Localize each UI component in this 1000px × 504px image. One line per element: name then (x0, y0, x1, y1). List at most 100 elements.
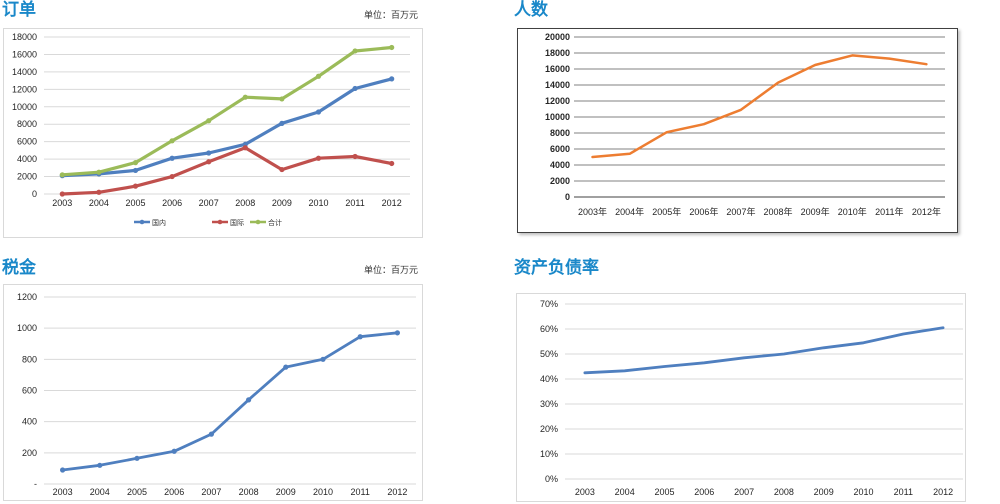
staff-series-1 (591, 54, 928, 159)
orders-data-point (389, 76, 395, 82)
orders-legend: 国内 国际 合计 (134, 218, 282, 227)
tax-data-point (208, 431, 214, 437)
orders-data-point (169, 155, 175, 161)
orders-legend-item: 合计 (250, 218, 282, 227)
orders-legend-marker (217, 219, 223, 225)
debt-ratio-chart-title: 资产负债率 (514, 258, 599, 278)
tax-data-point (97, 462, 103, 468)
staff-x-tick-label: 2008年 (764, 206, 793, 217)
orders-series-line (60, 77, 394, 178)
tax-y-tick-label: 1200 (17, 292, 37, 302)
orders-x-tick-label: 2009 (272, 198, 292, 208)
orders-y-tick-label: 18000 (12, 32, 37, 42)
tax-x-ticks: 2003 2004 2005 2006 2007 2008 2009 2010 2011 2012 (53, 487, 408, 497)
tax-unit-note: 单位：百万元 (364, 266, 419, 276)
orders-series-2 (59, 145, 395, 197)
orders-data-point (279, 96, 285, 102)
orders-y-tick-label: 8000 (17, 119, 37, 129)
orders-chart-title: 订单 (2, 0, 36, 20)
orders-x-tick-label: 2012 (382, 198, 402, 208)
orders-x-tick-label: 2004 (89, 198, 109, 208)
tax-x-tick-label: 2009 (276, 487, 296, 497)
staff-y-tick-label: 4000 (550, 160, 570, 170)
tax-x-tick-label: 2011 (351, 487, 370, 497)
staff-x-tick-label: 2012年 (912, 206, 941, 217)
orders-legend-marker (255, 219, 261, 225)
orders-legend-label: 合计 (268, 218, 282, 227)
orders-series-line (60, 146, 394, 196)
tax-x-tick-label: 2006 (164, 487, 184, 497)
staff-gridlines (574, 36, 945, 198)
orders-unit-note: 单位：百万元 (364, 11, 419, 21)
orders-x-ticks: 2003 2004 2005 2006 2007 2008 2009 2010 2011 2012 (52, 198, 401, 208)
orders-chart: 0 2000 4000 6000 8000 10000 12000 14000 16000 180… (3, 28, 423, 238)
orders-data-point (96, 189, 102, 195)
tax-y-tick-label: - (34, 479, 37, 489)
tax-data-point (171, 448, 177, 454)
orders-legend-item: 国内 (134, 218, 166, 227)
debt-ratio-x-tick-label: 2011 (894, 487, 913, 497)
staff-y-tick-label: 18000 (545, 48, 570, 58)
staff-x-tick-label: 2011年 (875, 206, 903, 217)
orders-series-1 (59, 76, 395, 179)
orders-data-point (132, 167, 139, 174)
tax-data-point (246, 397, 252, 403)
orders-legend-marker (139, 219, 145, 225)
tax-y-tick-label: 1000 (17, 323, 37, 333)
staff-chart-title: 人数 (514, 0, 548, 20)
orders-data-point (206, 159, 212, 165)
tax-y-tick-label: 800 (22, 354, 37, 364)
debt-ratio-x-tick-label: 2006 (694, 487, 714, 497)
tax-x-tick-label: 2004 (90, 487, 110, 497)
tax-data-point (134, 455, 140, 461)
tax-y-tick-label: 200 (22, 448, 37, 458)
debt-ratio-chart-svg: 0%10%20%30%40%50%60%70%2003 2004 2005 2006 2… (540, 299, 963, 497)
orders-y-tick-label: 0 (32, 189, 37, 199)
staff-x-tick-label: 2003年 (578, 206, 607, 217)
tax-data-point (283, 364, 289, 370)
debt-ratio-gridlines (565, 303, 963, 480)
staff-x-tick-label: 2004年 (615, 206, 644, 217)
debt-ratio-y-tick-label: 0% (545, 474, 558, 484)
orders-data-point (96, 169, 102, 175)
staff-y-tick-label: 16000 (545, 64, 570, 74)
staff-chart-svg: 0 2000 4000 6000 8000 10000 12000 14000 16000 180… (545, 32, 945, 217)
orders-data-point (279, 166, 285, 173)
orders-series-3 (59, 44, 395, 178)
orders-legend-label: 国内 (152, 218, 166, 227)
orders-data-point (242, 145, 248, 151)
debt-ratio-y-tick-label: 60% (540, 324, 558, 334)
debt-ratio-x-tick-label: 2005 (654, 487, 674, 497)
orders-x-tick-label: 2008 (235, 198, 255, 208)
tax-chart-title: 税金 (2, 258, 36, 278)
orders-data-point (59, 191, 65, 197)
orders-y-tick-label: 2000 (17, 172, 37, 182)
tax-series-line (61, 331, 399, 472)
debt-ratio-x-tick-label: 2007 (734, 487, 754, 497)
tax-series-1 (60, 330, 400, 473)
staff-y-tick-label: 8000 (550, 128, 570, 138)
staff-series-line (591, 54, 928, 159)
orders-data-point (352, 153, 358, 160)
orders-data-point (59, 172, 65, 178)
orders-y-tick-label: 10000 (12, 102, 37, 112)
orders-y-tick-label: 6000 (17, 137, 37, 147)
orders-data-point (242, 94, 248, 100)
staff-x-tick-label: 2006年 (689, 206, 718, 217)
orders-data-point (315, 155, 322, 161)
orders-x-tick-label: 2010 (308, 198, 328, 208)
tax-x-tick-label: 2007 (201, 487, 221, 497)
orders-data-point (279, 120, 285, 126)
orders-x-tick-label: 2011 (345, 198, 364, 208)
tax-data-point (320, 356, 326, 362)
orders-data-point (206, 118, 212, 124)
debt-ratio-x-tick-label: 2003 (575, 487, 595, 497)
debt-ratio-y-tick-label: 50% (540, 349, 558, 359)
tax-data-point (357, 334, 363, 340)
orders-x-tick-label: 2003 (52, 198, 72, 208)
debt-ratio-x-tick-label: 2010 (853, 487, 873, 497)
debt-ratio-x-tick-label: 2012 (933, 487, 953, 497)
orders-legend-label: 国际 (230, 218, 244, 227)
staff-y-tick-label: 0 (565, 192, 570, 202)
